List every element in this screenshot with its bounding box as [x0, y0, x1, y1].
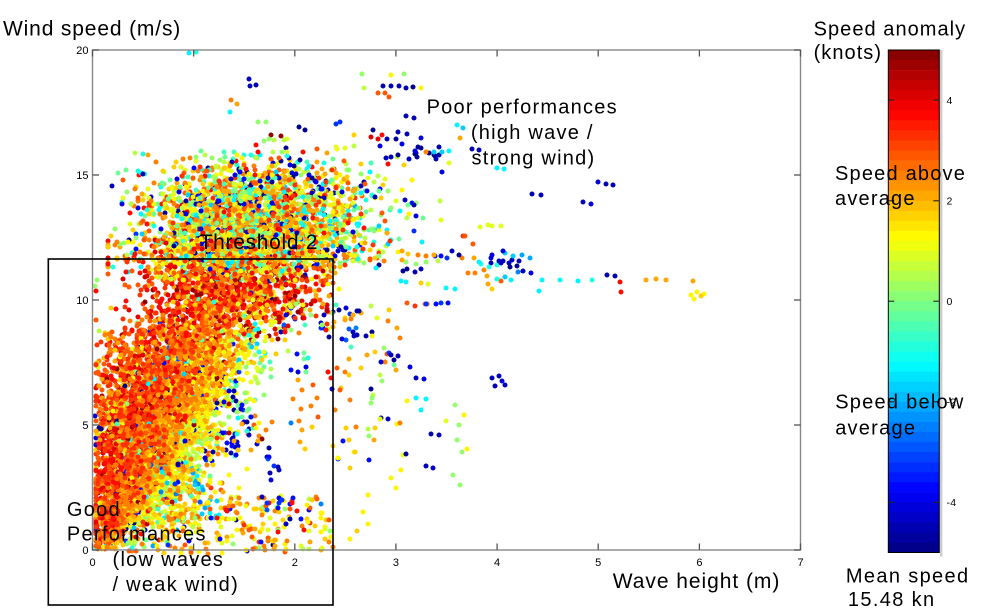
svg-text:10: 10 [76, 295, 88, 307]
svg-text:Threshold 2: Threshold 2 [200, 231, 319, 254]
svg-text:Speed below: Speed below [835, 392, 964, 414]
svg-text:3: 3 [393, 557, 399, 569]
svg-text:0: 0 [947, 296, 953, 308]
svg-text:2: 2 [292, 557, 298, 569]
svg-text:average: average [835, 417, 916, 439]
svg-text:4: 4 [494, 557, 500, 569]
svg-text:15.48 kn: 15.48 kn [848, 589, 936, 611]
svg-text:Speed anomaly: Speed anomaly [814, 19, 967, 41]
svg-text:(knots): (knots) [814, 42, 882, 64]
svg-text:0: 0 [89, 557, 95, 569]
svg-text:2: 2 [947, 195, 953, 207]
svg-text:-2: -2 [947, 396, 957, 408]
svg-text:7: 7 [797, 557, 803, 569]
svg-text:Speed above: Speed above [835, 163, 966, 185]
svg-text:1: 1 [191, 557, 197, 569]
svg-text:0: 0 [82, 545, 88, 557]
svg-text:15: 15 [76, 170, 88, 182]
svg-text:strong wind): strong wind) [472, 147, 596, 169]
svg-text:Wave height (m): Wave height (m) [613, 570, 781, 593]
svg-text:-4: -4 [947, 497, 957, 509]
svg-text:Poor performances: Poor performances [427, 96, 618, 118]
svg-text:/ weak wind): / weak wind) [113, 574, 240, 596]
svg-text:(high wave /: (high wave / [471, 122, 594, 144]
svg-text:Performances: Performances [67, 524, 207, 546]
svg-text:(low waves: (low waves [113, 549, 225, 571]
svg-text:average: average [835, 188, 916, 210]
svg-text:5: 5 [595, 557, 601, 569]
svg-text:Mean speed: Mean speed [846, 565, 970, 587]
svg-text:6: 6 [696, 557, 702, 569]
svg-text:5: 5 [82, 420, 88, 432]
svg-text:4: 4 [947, 95, 953, 107]
svg-text:20: 20 [76, 45, 88, 57]
svg-text:Good: Good [67, 499, 121, 521]
svg-text:Wind speed (m/s): Wind speed (m/s) [3, 17, 181, 40]
